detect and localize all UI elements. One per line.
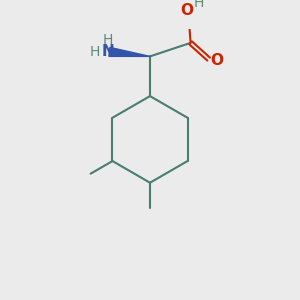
Text: H: H bbox=[90, 45, 100, 59]
Text: O: O bbox=[210, 52, 223, 68]
Text: N: N bbox=[101, 44, 114, 59]
Text: H: H bbox=[102, 33, 113, 47]
Polygon shape bbox=[109, 47, 150, 56]
Text: H: H bbox=[194, 0, 204, 10]
Text: O: O bbox=[181, 3, 194, 18]
